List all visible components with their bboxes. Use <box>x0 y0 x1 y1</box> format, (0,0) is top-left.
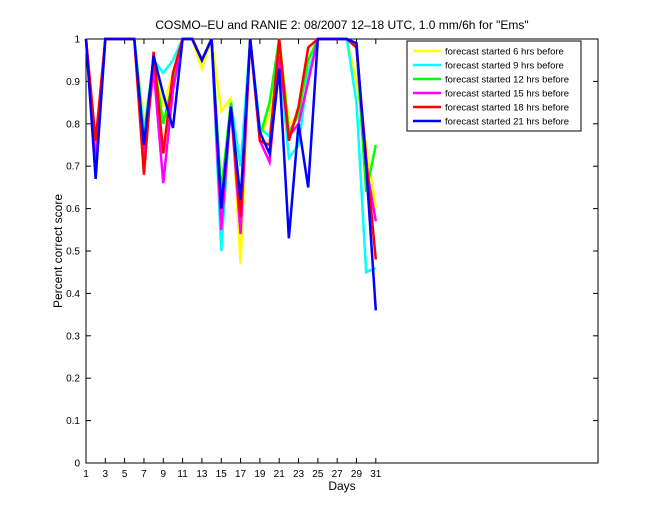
legend-label-3: forecast started 12 hrs before <box>445 75 569 86</box>
x-tick-label: 17 <box>235 469 247 480</box>
y-tick-label: 0.1 <box>66 416 80 427</box>
x-tick-label: 25 <box>312 469 324 480</box>
x-axis-label: Days <box>328 479 355 493</box>
x-tick-label: 21 <box>274 469 286 480</box>
series-line-2 <box>84 37 377 275</box>
x-tick-label: 7 <box>141 469 147 480</box>
legend-label-4: forecast started 15 hrs before <box>445 89 569 100</box>
x-tick-label: 29 <box>351 469 363 480</box>
x-tick-label: 31 <box>370 469 382 480</box>
x-tick-label: 15 <box>216 469 228 480</box>
series-line-4 <box>84 37 378 235</box>
x-tick-label: 11 <box>177 469 188 480</box>
legend: forecast started 6 hrs before forecast st… <box>406 40 582 132</box>
y-tick-label: 0.3 <box>66 331 80 342</box>
chart-title: COSMO–EU and RANIE 2: 08/2007 12–18 UTC,… <box>155 18 528 32</box>
y-tick-label: 1 <box>74 35 80 46</box>
x-tick-label: 13 <box>196 469 208 480</box>
series-line-3 <box>84 37 378 209</box>
x-tick-label: 9 <box>161 469 167 480</box>
legend-label-5: forecast started 18 hrs before <box>445 103 569 114</box>
y-tick-label: 0.5 <box>66 247 80 258</box>
x-tick-label: 23 <box>293 469 305 480</box>
y-tick-label: 0 <box>74 459 80 470</box>
series-line-1 <box>84 37 378 264</box>
y-tick-label: 0.2 <box>66 374 80 385</box>
x-tick-label: 19 <box>254 469 266 480</box>
y-axis-label: Percent correct score <box>51 194 65 308</box>
y-tick-label: 0.4 <box>66 289 80 300</box>
x-tick-label: 27 <box>332 469 344 480</box>
x-tick-label: 1 <box>83 469 89 480</box>
y-tick-label: 0.7 <box>66 162 80 173</box>
y-tick-label: 0.6 <box>66 204 80 215</box>
series-line-6 <box>84 37 378 311</box>
legend-label-1: forecast started 6 hrs before <box>445 47 564 58</box>
x-tick-label: 5 <box>122 469 128 480</box>
series-line-5 <box>84 37 378 260</box>
legend-label-6: forecast started 21 hrs before <box>445 117 569 128</box>
plot-area: 1 3 5 7 9 11 13 15 17 19 21 23 25 27 29 3100.10.20.30.4… <box>66 35 599 480</box>
legend-label-2: forecast started 9 hrs before <box>445 61 564 72</box>
x-tick-label: 3 <box>103 469 109 480</box>
y-tick-label: 0.9 <box>66 77 80 88</box>
y-tick-label: 0.8 <box>66 119 80 130</box>
legend-box <box>406 40 582 132</box>
